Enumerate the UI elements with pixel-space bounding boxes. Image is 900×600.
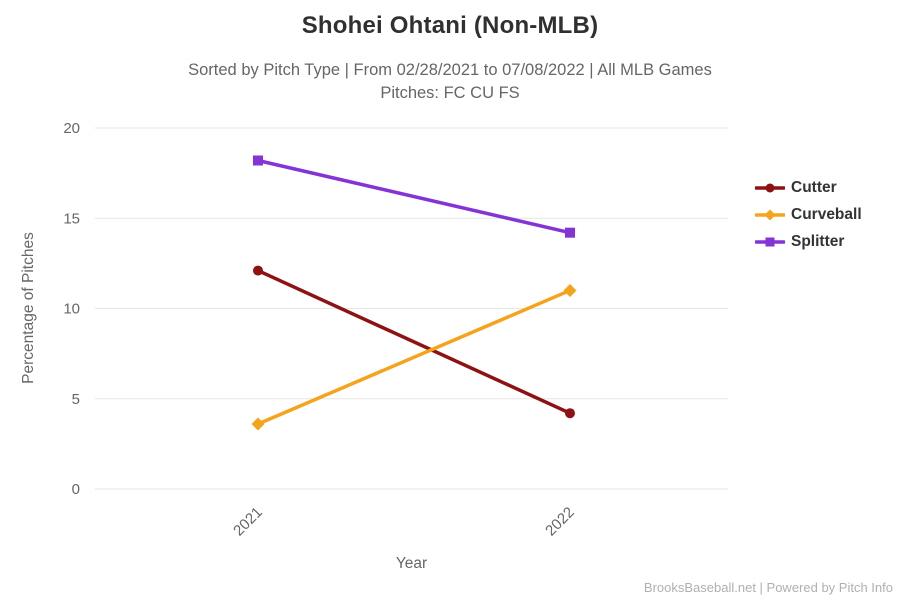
marker-splitter-2022 bbox=[565, 227, 575, 238]
legend-item-splitter[interactable]: Splitter bbox=[755, 228, 862, 255]
marker-curveball-2021 bbox=[251, 417, 265, 431]
circle-marker-icon bbox=[755, 183, 785, 192]
chart-subtitle-line1: Sorted by Pitch Type | From 02/28/2021 t… bbox=[188, 61, 712, 79]
marker-cutter-2021 bbox=[253, 265, 263, 276]
legend-item-cutter[interactable]: Cutter bbox=[755, 174, 862, 201]
legend-item-curveball[interactable]: Curveball bbox=[755, 201, 862, 228]
series-line-splitter bbox=[256, 158, 572, 235]
x-axis-title: Year bbox=[396, 555, 427, 572]
y-tick-label-5: 5 bbox=[72, 391, 80, 408]
legend: Cutter Curveball Splitter bbox=[755, 174, 862, 255]
series-line-cutter bbox=[256, 268, 572, 415]
y-tick-label-0: 0 bbox=[72, 481, 80, 498]
marker-splitter-2021 bbox=[253, 155, 263, 166]
legend-label-cutter: Cutter bbox=[791, 178, 837, 196]
legend-label-curveball: Curveball bbox=[791, 205, 862, 223]
diamond-marker-icon bbox=[755, 209, 785, 220]
chart-subtitle-line2: Pitches: FC CU FS bbox=[380, 84, 520, 102]
x-tick-label-2021: 2021 bbox=[230, 504, 266, 540]
credit-text: BrooksBaseball.net | Powered by Pitch In… bbox=[643, 580, 893, 595]
square-marker-icon bbox=[755, 237, 785, 246]
y-tick-label-15: 15 bbox=[63, 210, 80, 227]
page-title: Shohei Ohtani (Non-MLB) bbox=[301, 12, 599, 39]
y-tick-label-10: 10 bbox=[63, 301, 80, 318]
x-tick-label-2022: 2022 bbox=[542, 504, 578, 540]
series-line-curveball bbox=[256, 288, 572, 426]
marker-cutter-2022 bbox=[565, 408, 575, 419]
y-axis-title: Percentage of Pitches bbox=[20, 232, 37, 384]
y-tick-label-20: 20 bbox=[63, 120, 80, 137]
marker-curveball-2022 bbox=[563, 283, 577, 297]
legend-label-splitter: Splitter bbox=[791, 232, 845, 250]
